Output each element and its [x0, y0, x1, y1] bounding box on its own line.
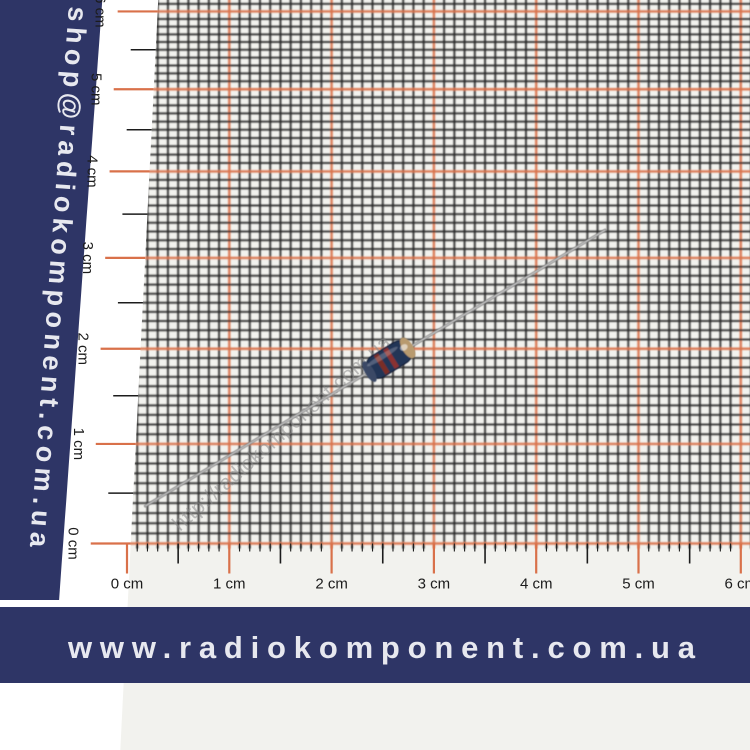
svg-text:5 cm: 5 cm	[88, 73, 105, 106]
svg-text:1 cm: 1 cm	[70, 428, 87, 461]
svg-text:3 cm: 3 cm	[79, 242, 96, 275]
svg-text:2 cm: 2 cm	[75, 332, 92, 365]
svg-text:0 cm: 0 cm	[111, 575, 144, 592]
svg-text:6 cm: 6 cm	[92, 0, 109, 28]
svg-text:www.radiokomponent.com.ua: www.radiokomponent.com.ua	[67, 630, 703, 665]
svg-text:5 cm: 5 cm	[622, 575, 655, 592]
svg-text:6 cm: 6 cm	[725, 575, 750, 592]
svg-text:1 cm: 1 cm	[213, 575, 246, 592]
svg-text:0 cm: 0 cm	[65, 527, 82, 560]
svg-text:2 cm: 2 cm	[315, 575, 348, 592]
svg-text:4 cm: 4 cm	[84, 155, 101, 188]
svg-text:3 cm: 3 cm	[418, 575, 451, 592]
svg-text:4 cm: 4 cm	[520, 575, 553, 592]
